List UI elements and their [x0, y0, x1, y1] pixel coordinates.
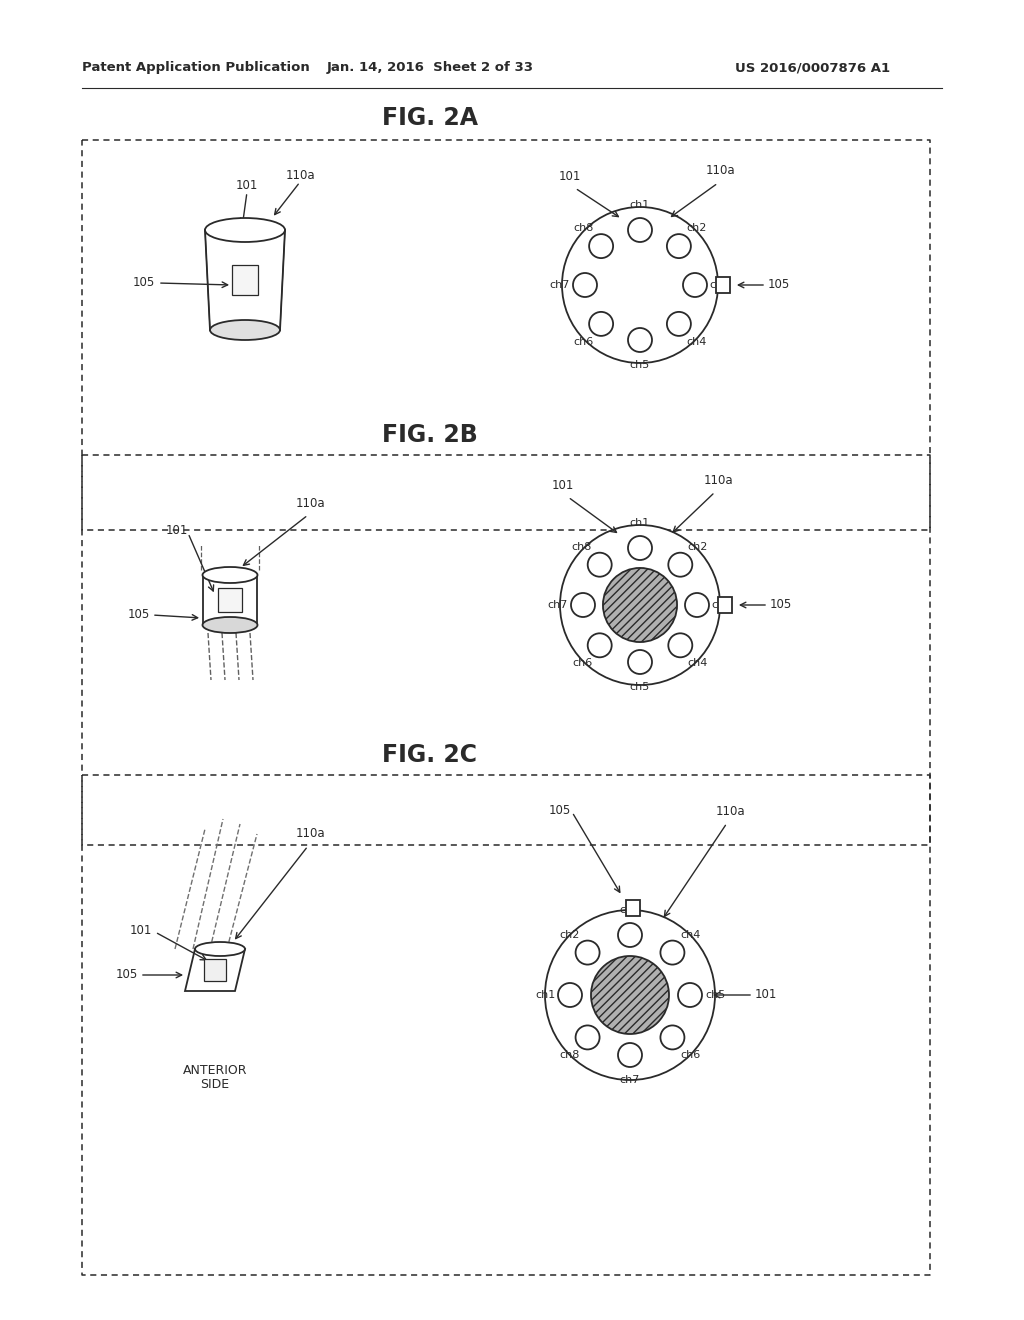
Circle shape: [588, 553, 611, 577]
Text: ANTERIOR: ANTERIOR: [182, 1064, 247, 1077]
Circle shape: [667, 312, 691, 335]
Text: ch3: ch3: [710, 280, 730, 290]
Circle shape: [558, 983, 582, 1007]
Circle shape: [683, 273, 707, 297]
Text: ch2: ch2: [686, 223, 707, 234]
Text: ARM: ARM: [615, 989, 645, 1002]
Bar: [218, 587, 242, 612]
Text: US 2016/0007876 A1: US 2016/0007876 A1: [735, 62, 890, 74]
Text: 105: 105: [549, 804, 571, 817]
Polygon shape: [185, 949, 245, 991]
Text: ch4: ch4: [688, 657, 709, 668]
Text: ch5: ch5: [630, 360, 650, 370]
Text: ch1: ch1: [630, 517, 650, 528]
Ellipse shape: [203, 568, 257, 583]
Circle shape: [667, 234, 691, 259]
Text: 101: 101: [130, 924, 152, 936]
Circle shape: [669, 634, 692, 657]
Text: ch7: ch7: [620, 1074, 640, 1085]
Bar: [232, 265, 258, 294]
Text: ch6: ch6: [573, 337, 594, 347]
Polygon shape: [203, 576, 257, 624]
Text: 110a: 110a: [295, 828, 325, 840]
Text: ARM: ARM: [626, 598, 654, 611]
Bar: [716, 277, 730, 293]
Circle shape: [562, 207, 718, 363]
Circle shape: [560, 525, 720, 685]
Text: 110a: 110a: [703, 474, 733, 487]
Text: 110a: 110a: [715, 805, 744, 818]
Text: ch8: ch8: [573, 223, 594, 234]
Text: 105: 105: [770, 598, 793, 611]
Text: FIG. 2A: FIG. 2A: [382, 106, 478, 129]
Circle shape: [571, 593, 595, 616]
Ellipse shape: [205, 218, 285, 242]
Text: 105: 105: [128, 609, 150, 622]
Circle shape: [660, 941, 684, 965]
Circle shape: [589, 234, 613, 259]
Circle shape: [685, 593, 709, 616]
Text: Patent Application Publication: Patent Application Publication: [82, 62, 309, 74]
Circle shape: [575, 941, 600, 965]
Circle shape: [573, 273, 597, 297]
Text: Jan. 14, 2016  Sheet 2 of 33: Jan. 14, 2016 Sheet 2 of 33: [327, 62, 534, 74]
Circle shape: [618, 923, 642, 946]
Text: ch3: ch3: [712, 601, 732, 610]
Bar: [718, 597, 732, 612]
Bar: [626, 900, 640, 916]
Text: 110a: 110a: [295, 498, 325, 510]
Circle shape: [628, 536, 652, 560]
Circle shape: [669, 553, 692, 577]
Text: FIG. 2B: FIG. 2B: [382, 422, 478, 447]
Circle shape: [628, 218, 652, 242]
Text: 101: 101: [166, 524, 188, 536]
Text: 105: 105: [133, 276, 155, 289]
Text: 101: 101: [755, 989, 777, 1002]
Text: ch7: ch7: [548, 601, 568, 610]
Text: ch6: ch6: [571, 657, 592, 668]
Bar: [204, 960, 226, 981]
Text: ch2: ch2: [560, 929, 580, 940]
Ellipse shape: [203, 616, 257, 634]
Text: 105: 105: [116, 969, 138, 982]
Text: ch2: ch2: [688, 543, 709, 552]
Circle shape: [603, 568, 677, 642]
Circle shape: [678, 983, 702, 1007]
Text: ch1: ch1: [535, 990, 555, 1001]
Ellipse shape: [195, 942, 245, 956]
Text: ch8: ch8: [571, 543, 592, 552]
Ellipse shape: [210, 319, 280, 341]
Text: 101: 101: [559, 170, 582, 183]
Text: 101: 101: [552, 479, 574, 492]
Text: ch6: ch6: [680, 1051, 700, 1060]
Circle shape: [628, 649, 652, 675]
Text: SIDE: SIDE: [201, 1078, 229, 1092]
Text: 110a: 110a: [286, 169, 314, 182]
Text: ch4: ch4: [680, 929, 700, 940]
Text: ch1: ch1: [630, 201, 650, 210]
Text: ch3: ch3: [620, 906, 640, 915]
Circle shape: [545, 909, 715, 1080]
Circle shape: [628, 327, 652, 352]
Circle shape: [618, 1043, 642, 1067]
Text: ch5: ch5: [630, 682, 650, 692]
Circle shape: [575, 1026, 600, 1049]
Text: ch4: ch4: [686, 337, 707, 347]
Circle shape: [589, 312, 613, 335]
Text: 101: 101: [236, 180, 258, 191]
Circle shape: [588, 634, 611, 657]
Circle shape: [660, 1026, 684, 1049]
Text: FIG. 2C: FIG. 2C: [383, 743, 477, 767]
Polygon shape: [205, 230, 285, 330]
Text: 105: 105: [768, 279, 791, 292]
Text: 110a: 110a: [706, 164, 735, 177]
Text: ch8: ch8: [560, 1051, 580, 1060]
Circle shape: [591, 956, 669, 1034]
Text: ch5: ch5: [705, 990, 725, 1001]
Text: ch7: ch7: [550, 280, 570, 290]
